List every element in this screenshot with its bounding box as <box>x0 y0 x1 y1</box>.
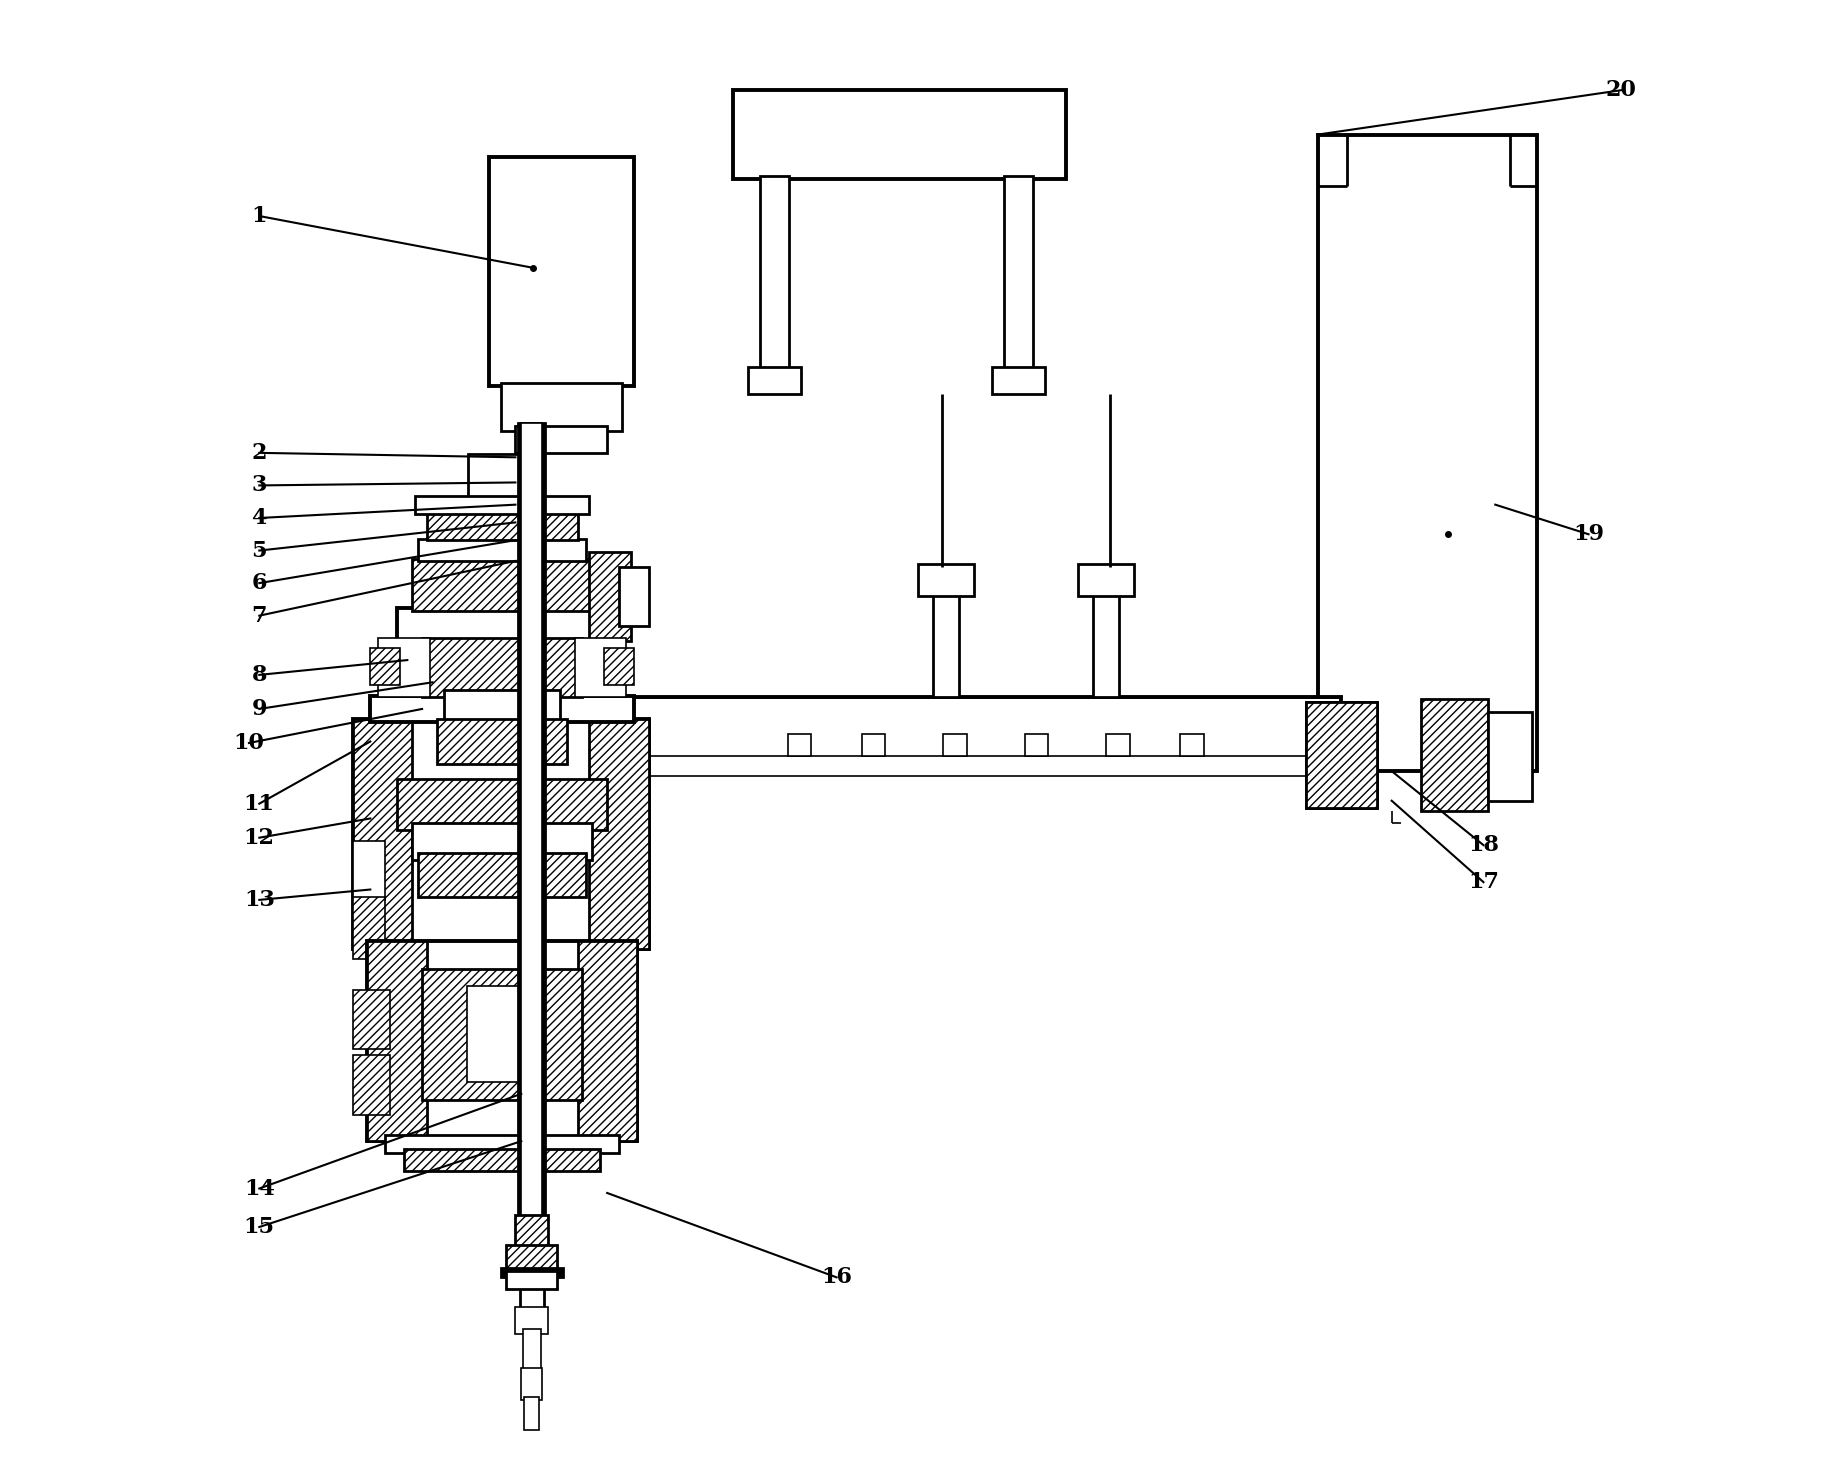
Bar <box>466 986 538 1083</box>
Text: 12: 12 <box>244 826 275 848</box>
Bar <box>575 638 626 697</box>
Bar <box>371 696 633 722</box>
Text: 11: 11 <box>244 793 275 814</box>
Bar <box>411 823 593 860</box>
Bar <box>367 942 426 1140</box>
Text: 9: 9 <box>252 698 266 719</box>
Bar <box>1318 135 1537 771</box>
Bar <box>397 608 608 641</box>
Bar <box>918 564 975 596</box>
Bar <box>422 970 582 1100</box>
Text: 19: 19 <box>1573 523 1605 546</box>
Bar <box>1004 176 1034 371</box>
Bar <box>397 779 608 830</box>
Bar <box>1024 734 1048 756</box>
Bar <box>1305 701 1377 808</box>
Bar <box>1181 734 1204 756</box>
Bar <box>788 734 812 756</box>
Bar <box>521 423 542 1222</box>
Bar <box>468 454 536 498</box>
Text: 14: 14 <box>244 1178 275 1200</box>
Bar <box>575 697 1342 759</box>
Bar <box>371 648 400 685</box>
Bar <box>1421 698 1487 811</box>
Bar <box>578 942 637 1140</box>
Bar <box>353 719 648 949</box>
Text: 5: 5 <box>252 540 266 562</box>
Text: 10: 10 <box>233 733 264 753</box>
Bar <box>523 1329 540 1370</box>
Bar <box>521 423 542 1222</box>
Bar <box>507 1244 556 1274</box>
Bar <box>525 1397 540 1430</box>
Bar <box>444 690 560 727</box>
Bar <box>1078 564 1135 596</box>
Text: 3: 3 <box>252 475 266 497</box>
Text: 20: 20 <box>1606 79 1636 101</box>
Text: 8: 8 <box>252 664 266 687</box>
Bar <box>521 1367 542 1400</box>
Bar <box>353 991 389 1050</box>
Bar <box>353 1056 389 1115</box>
Bar <box>426 498 578 540</box>
Bar <box>411 559 593 611</box>
Bar <box>747 366 800 393</box>
Text: 7: 7 <box>252 605 266 627</box>
Text: 2: 2 <box>252 442 266 464</box>
Bar <box>760 176 789 371</box>
Bar <box>589 719 648 949</box>
Text: 4: 4 <box>252 507 266 529</box>
Text: 15: 15 <box>244 1216 275 1238</box>
Bar <box>501 1268 564 1277</box>
Bar <box>604 648 633 685</box>
Text: 16: 16 <box>821 1266 852 1289</box>
Bar <box>516 1215 547 1247</box>
Bar <box>353 897 386 960</box>
Bar <box>619 567 648 626</box>
Bar <box>1305 701 1377 808</box>
Bar <box>1487 712 1533 801</box>
Bar <box>417 853 586 897</box>
Text: 17: 17 <box>1469 871 1498 893</box>
Bar <box>516 426 608 452</box>
Bar <box>589 552 632 641</box>
Text: 13: 13 <box>244 888 275 911</box>
Bar <box>933 590 960 697</box>
Bar <box>437 719 567 764</box>
Bar <box>367 942 637 1140</box>
Bar <box>861 734 885 756</box>
Bar <box>575 756 1342 776</box>
Bar <box>378 638 430 697</box>
Bar <box>1092 590 1120 697</box>
Bar <box>353 719 411 949</box>
Bar <box>944 734 968 756</box>
Bar <box>507 1271 556 1289</box>
Text: 1: 1 <box>252 205 266 227</box>
Bar <box>520 1269 543 1311</box>
Bar <box>404 1148 600 1170</box>
Bar <box>417 538 586 561</box>
Bar <box>415 495 589 513</box>
Text: 6: 6 <box>252 572 266 595</box>
Bar <box>501 383 622 430</box>
Bar <box>353 841 386 900</box>
Bar <box>991 366 1045 393</box>
Bar <box>516 1307 547 1333</box>
Bar <box>1105 734 1129 756</box>
Bar <box>733 90 1067 179</box>
Bar <box>422 638 582 697</box>
Bar <box>386 1136 619 1152</box>
Bar <box>518 423 545 1222</box>
Bar <box>488 157 633 386</box>
Text: 18: 18 <box>1469 833 1498 856</box>
